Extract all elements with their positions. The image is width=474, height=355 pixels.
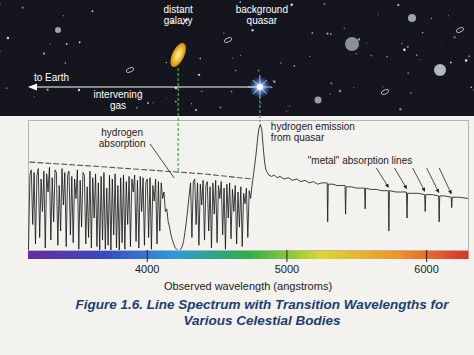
- svg-text:4000: 4000: [135, 263, 159, 275]
- svg-text:distant: distant: [163, 4, 193, 15]
- svg-text:hydrogen emission: hydrogen emission: [271, 121, 355, 132]
- svg-text:galaxy: galaxy: [164, 15, 193, 26]
- svg-text:from quasar: from quasar: [271, 132, 325, 143]
- svg-text:hydrogen: hydrogen: [101, 127, 143, 138]
- html-text:Figure 1.6. Line Spectrum with: Figure 1.6. Line Spectrum with Transitio…: [75, 297, 449, 328]
- svg-text:gas: gas: [110, 100, 126, 111]
- svg-text:5000: 5000: [275, 263, 299, 275]
- svg-text:to Earth: to Earth: [34, 72, 69, 83]
- svg-text:background: background: [236, 4, 288, 15]
- svg-text:absorption: absorption: [99, 138, 146, 149]
- svg-text:Observed wavelength (angstroms: Observed wavelength (angstroms): [164, 280, 332, 292]
- svg-text:6000: 6000: [414, 263, 438, 275]
- svg-text:intervening: intervening: [94, 89, 143, 100]
- svg-text:"metal" absorption lines: "metal" absorption lines: [308, 155, 412, 166]
- svg-text:quasar: quasar: [247, 15, 278, 26]
